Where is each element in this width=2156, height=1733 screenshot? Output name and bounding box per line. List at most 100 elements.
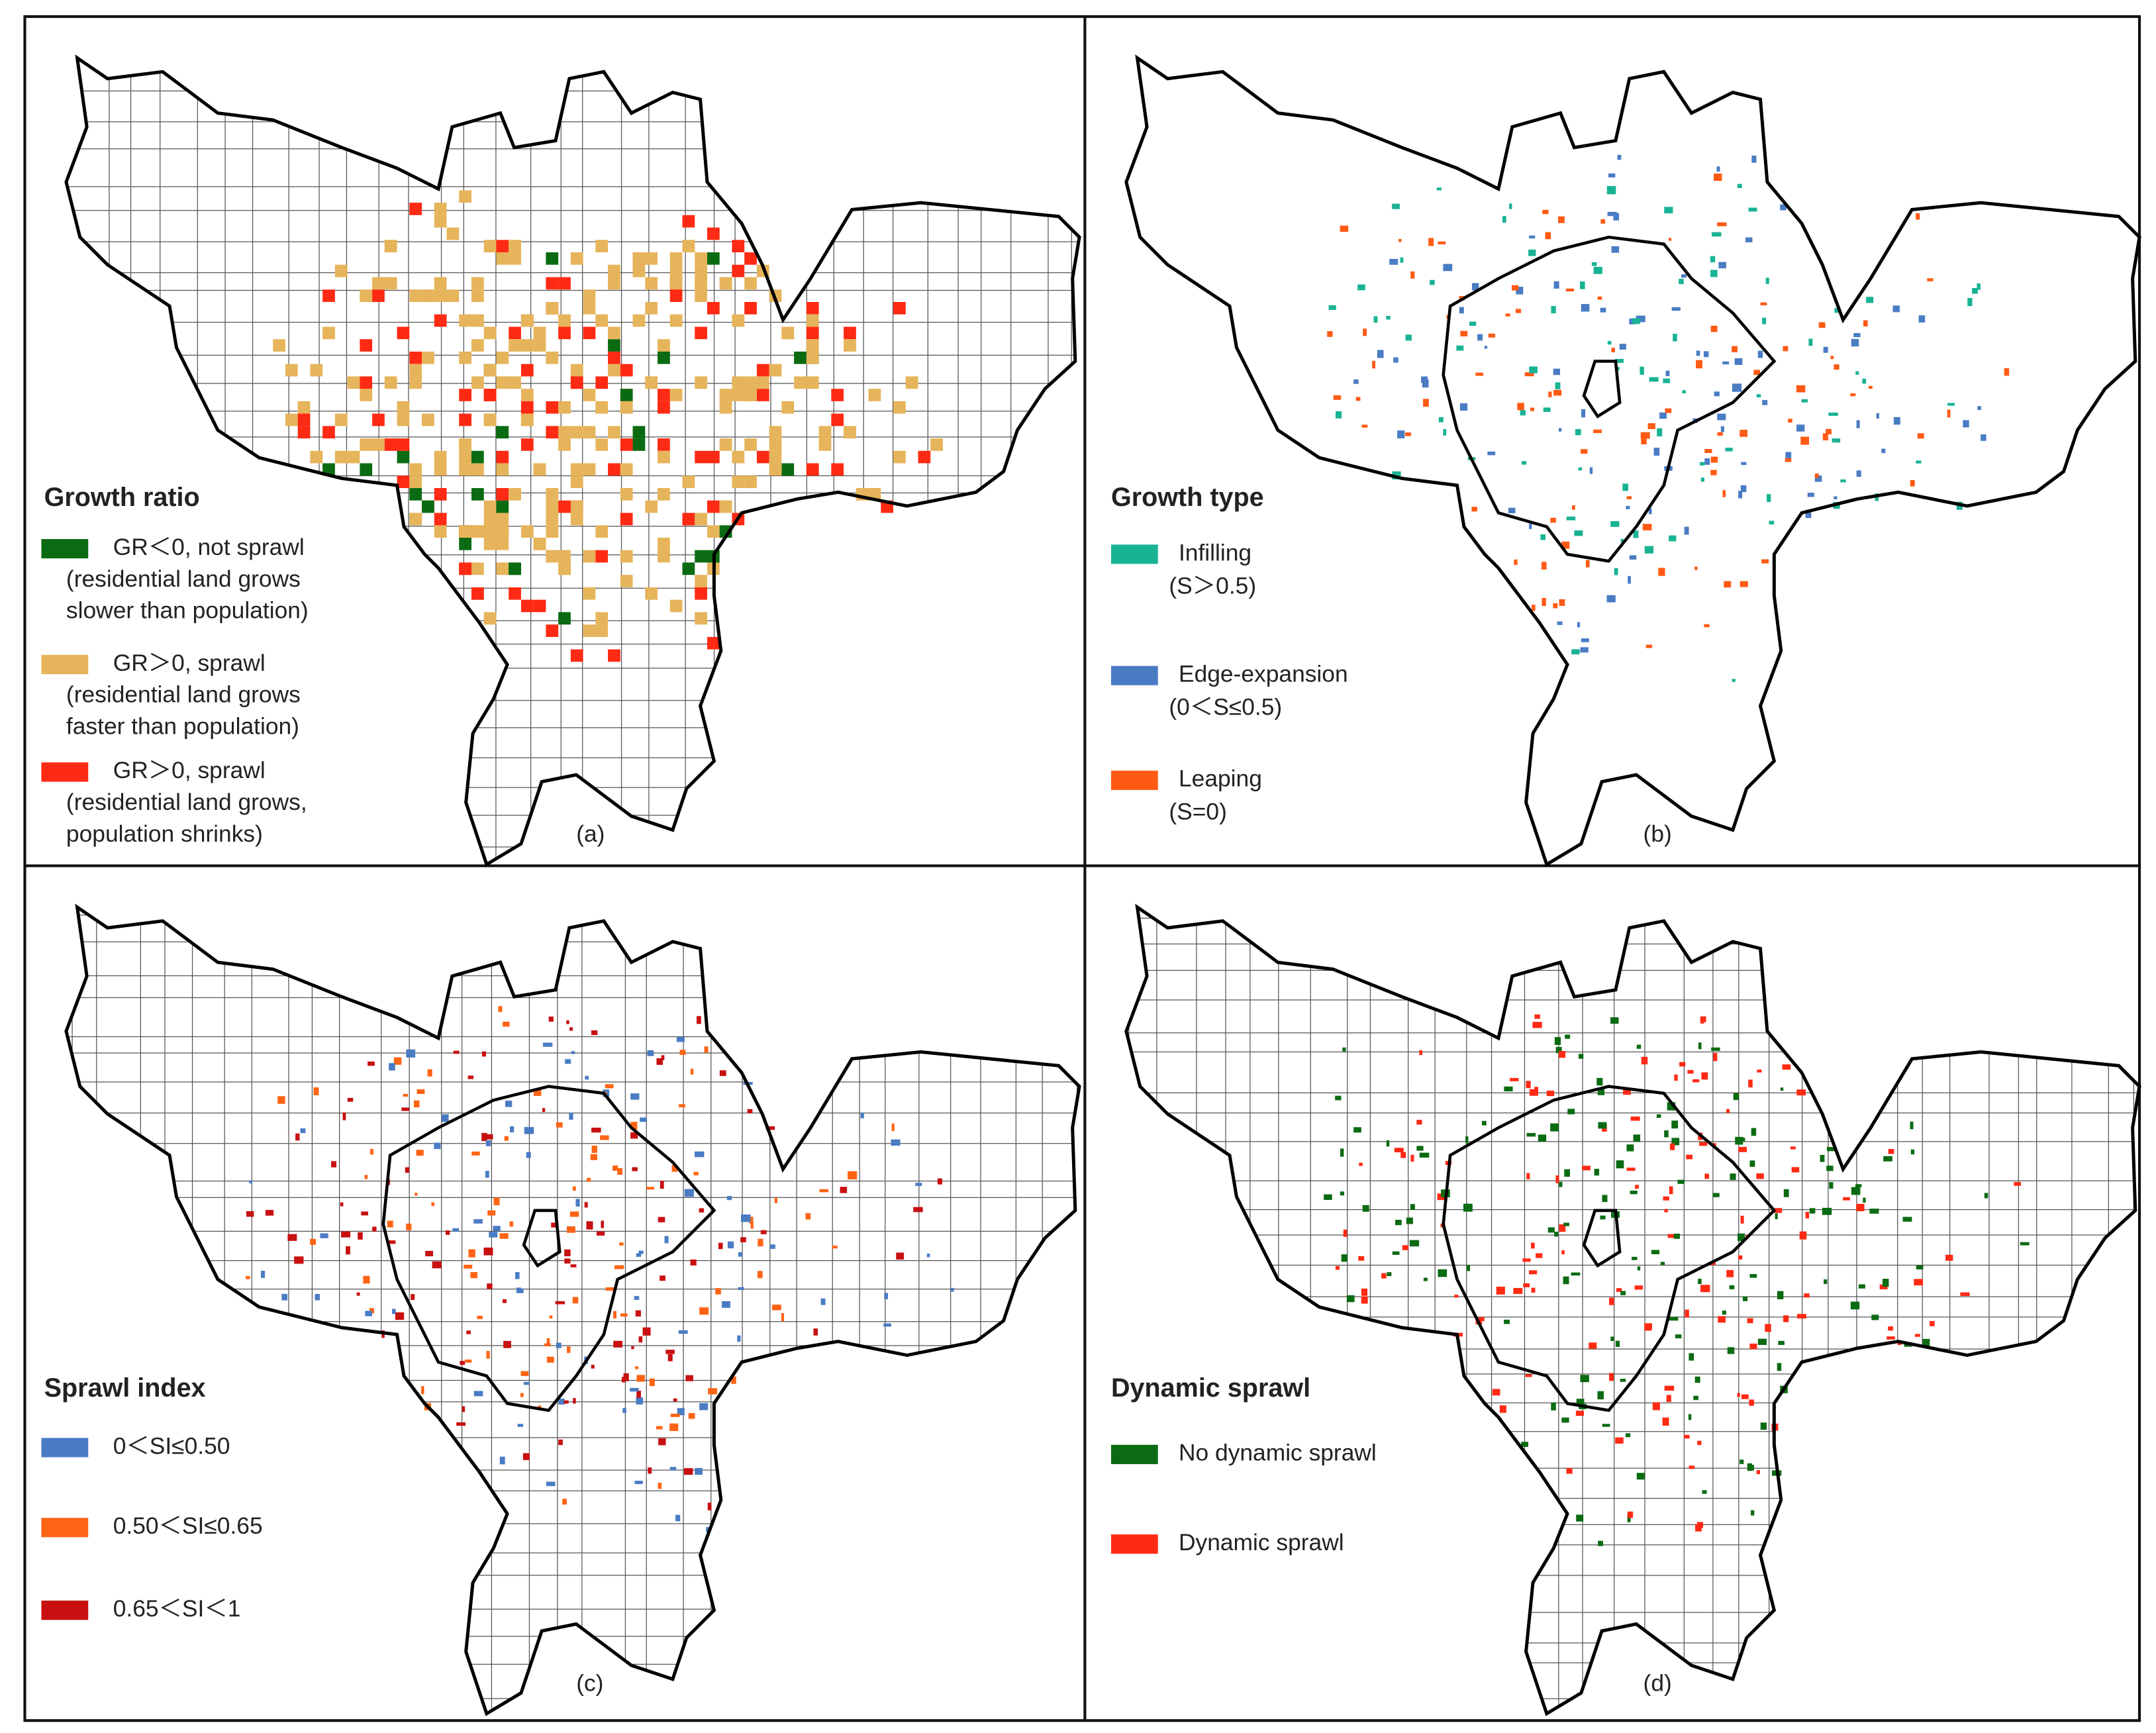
patch <box>621 1377 625 1383</box>
patch <box>1416 1146 1424 1151</box>
patch <box>1602 1424 1610 1427</box>
patch <box>281 1293 288 1301</box>
patch <box>1981 434 1986 441</box>
patch <box>722 1301 730 1308</box>
patch <box>1626 505 1630 509</box>
patch <box>1555 382 1561 389</box>
cell <box>459 562 471 575</box>
patch <box>758 1238 763 1247</box>
patch <box>1740 1460 1744 1464</box>
patch <box>1977 406 1981 411</box>
cell <box>658 339 670 352</box>
cell <box>608 339 620 352</box>
cell <box>558 277 571 290</box>
patch <box>570 1264 577 1267</box>
patch <box>1419 1152 1430 1158</box>
patch <box>361 1211 368 1216</box>
cell <box>695 277 707 290</box>
patch <box>1577 622 1581 628</box>
patch <box>1398 238 1402 242</box>
cell <box>595 624 609 637</box>
cell <box>669 314 683 327</box>
cell <box>595 376 609 389</box>
patch <box>1406 1217 1413 1224</box>
patch <box>1561 541 1570 549</box>
cell <box>297 413 311 426</box>
patch <box>1850 393 1856 397</box>
cell <box>658 450 670 464</box>
patch <box>1930 1320 1935 1326</box>
patch <box>1419 1050 1423 1056</box>
patch <box>635 1310 641 1317</box>
cell <box>483 240 497 253</box>
patch <box>1659 412 1667 419</box>
patch <box>1863 1197 1866 1203</box>
patch <box>1540 534 1545 540</box>
patch <box>434 1142 441 1150</box>
patch <box>515 1272 520 1279</box>
patch <box>1704 1173 1710 1179</box>
patch <box>1563 1276 1569 1285</box>
patch <box>1505 313 1510 317</box>
patch <box>1757 1069 1762 1073</box>
patch <box>1504 1319 1510 1324</box>
patch <box>415 1193 418 1196</box>
patch <box>1529 366 1538 373</box>
patch <box>1658 568 1665 576</box>
cell <box>632 438 646 451</box>
patch <box>1701 1072 1708 1080</box>
patch <box>1410 1204 1415 1210</box>
patch <box>546 1338 550 1346</box>
legend-label: (0＜S≤0.5) <box>1169 694 1282 720</box>
patch <box>1642 524 1652 530</box>
cell <box>658 550 670 563</box>
patch <box>667 1354 673 1362</box>
legend-label: Dynamic sprawl <box>1179 1530 1344 1556</box>
patch <box>630 1387 639 1392</box>
patch <box>1726 1109 1730 1113</box>
patch <box>1967 297 1973 307</box>
patch <box>1687 1069 1694 1074</box>
patch <box>1409 1240 1420 1247</box>
patch <box>1454 1295 1459 1298</box>
patch <box>1671 307 1681 311</box>
cell <box>583 326 596 340</box>
patch <box>1516 286 1524 295</box>
patch <box>1673 1233 1681 1239</box>
cell <box>434 450 447 464</box>
patch <box>656 1058 663 1065</box>
cell <box>409 351 422 364</box>
patch <box>1703 351 1709 358</box>
patch <box>1726 1269 1734 1277</box>
patch <box>1566 1468 1573 1474</box>
patch <box>526 1152 531 1158</box>
patch <box>1504 1086 1513 1092</box>
patch <box>1581 449 1588 454</box>
patch <box>294 1256 304 1264</box>
cell <box>533 599 546 613</box>
cell <box>682 215 695 228</box>
patch <box>249 1180 253 1184</box>
cell <box>719 277 732 290</box>
patch <box>1628 575 1631 584</box>
patch <box>1566 517 1576 520</box>
map <box>1126 58 2139 865</box>
patch <box>1361 424 1368 428</box>
patch <box>1475 372 1484 376</box>
patch <box>505 1101 513 1107</box>
patch <box>1620 1291 1626 1295</box>
patch <box>638 1336 643 1343</box>
patch <box>1656 1114 1661 1118</box>
patch <box>1740 485 1747 493</box>
patch <box>1694 1376 1700 1383</box>
patch <box>1614 358 1624 363</box>
patch <box>1554 1231 1559 1237</box>
patch <box>483 1247 493 1256</box>
cell <box>496 525 509 538</box>
patch <box>1553 389 1562 396</box>
patch <box>613 1311 616 1318</box>
patch <box>600 1135 609 1140</box>
cell <box>595 401 609 414</box>
patch <box>1575 1411 1584 1416</box>
patch <box>1571 649 1580 655</box>
